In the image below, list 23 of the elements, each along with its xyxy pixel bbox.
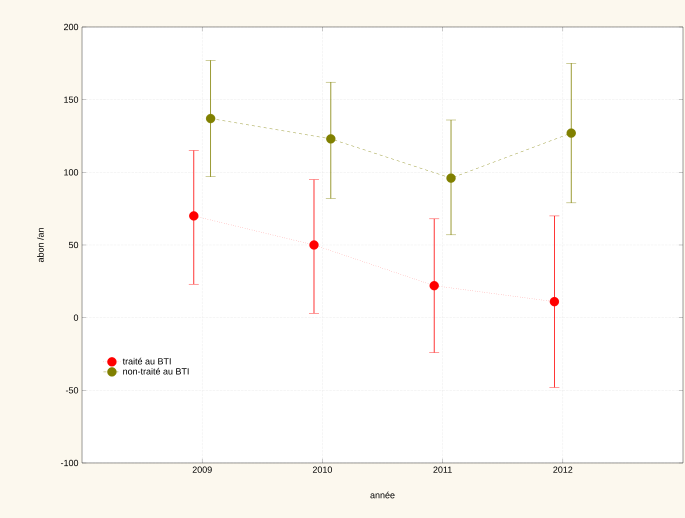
- legend-label: non-traité au BTI: [123, 368, 189, 375]
- y-tick-label: 200: [64, 24, 78, 30]
- y-tick-label: 150: [64, 96, 78, 103]
- y-axis-title: abon /an: [37, 228, 44, 262]
- y-tick-label: -50: [66, 387, 78, 394]
- x-tick-label: 2011: [433, 466, 452, 473]
- point: [206, 114, 216, 124]
- y-tick-label: 50: [68, 242, 78, 248]
- point: [326, 134, 336, 144]
- point: [309, 240, 319, 250]
- y-tick-label: 0: [74, 314, 78, 321]
- point: [189, 211, 198, 221]
- point: [550, 296, 560, 306]
- x-tick-label: 2009: [192, 466, 212, 473]
- point: [430, 280, 439, 290]
- point: [566, 128, 576, 138]
- x-tick-label: 2010: [312, 466, 332, 473]
- y-tick-label: 100: [64, 169, 78, 176]
- point: [446, 173, 456, 183]
- x-tick-label: 2012: [553, 466, 572, 473]
- legend-label: traité au BTI: [122, 358, 171, 364]
- y-tick-label: -100: [60, 460, 78, 466]
- x-axis-title: année: [370, 492, 395, 498]
